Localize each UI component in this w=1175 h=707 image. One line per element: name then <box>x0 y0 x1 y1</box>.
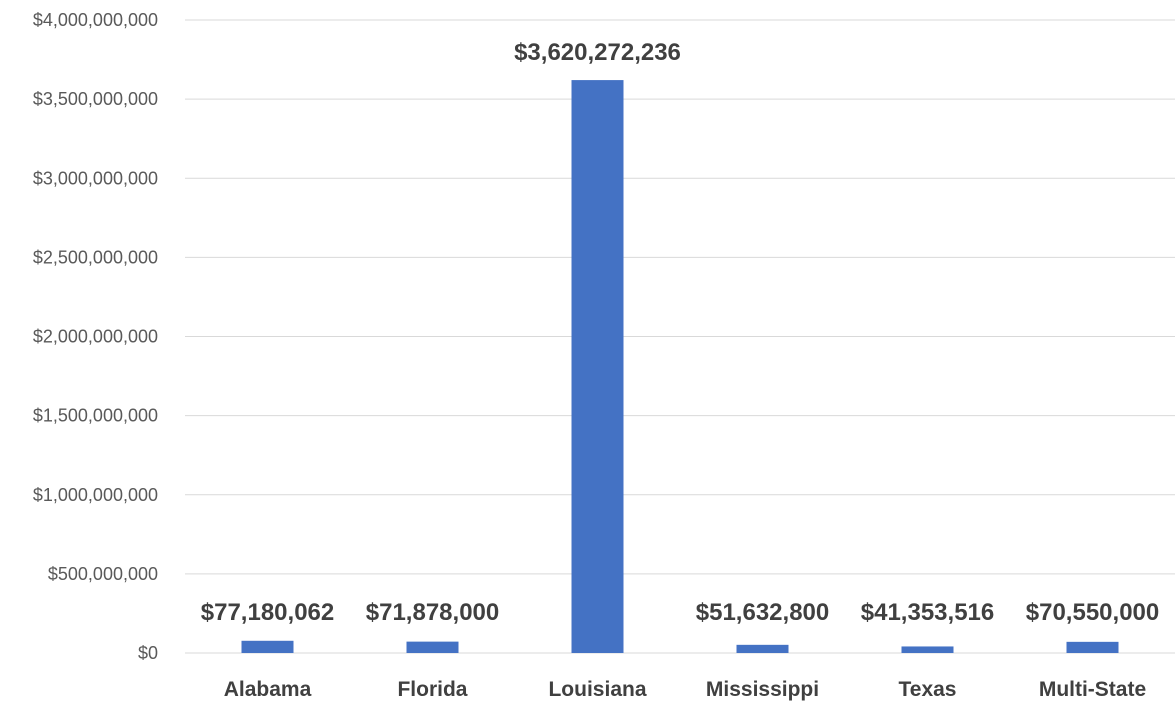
data-label: $77,180,062 <box>201 599 334 626</box>
data-label: $51,632,800 <box>696 599 829 626</box>
data-label: $3,620,272,236 <box>514 39 681 66</box>
bar-mississippi <box>736 644 789 653</box>
data-label: $70,550,000 <box>1026 599 1159 626</box>
x-axis-tick-labels: Alabama Florida Louisiana Mississippi Texas M… <box>224 678 1146 701</box>
x-tick-label: Texas <box>899 678 957 701</box>
x-tick-label: Louisiana <box>548 678 646 701</box>
bar-florida <box>406 641 459 653</box>
y-tick-label: $1,500,000,000 <box>33 406 158 426</box>
y-tick-label: $0 <box>138 643 158 663</box>
bar-alabama <box>241 640 294 653</box>
y-tick-label: $3,500,000,000 <box>33 89 158 109</box>
y-tick-label: $2,500,000,000 <box>33 247 158 267</box>
bar-louisiana <box>571 80 624 653</box>
x-tick-label: Alabama <box>224 678 312 701</box>
y-tick-label: $3,000,000,000 <box>33 168 158 188</box>
bar-texas <box>901 646 954 653</box>
data-labels: $77,180,062 $71,878,000 $3,620,272,236 $51,… <box>201 39 1159 626</box>
bar-multi-state <box>1066 641 1119 653</box>
data-label: $41,353,516 <box>861 599 994 626</box>
y-tick-label: $2,000,000,000 <box>33 327 158 347</box>
data-label: $71,878,000 <box>366 599 499 626</box>
x-tick-label: Multi-State <box>1039 678 1146 701</box>
x-tick-label: Mississippi <box>706 678 819 701</box>
y-tick-label: $500,000,000 <box>48 564 158 584</box>
y-tick-label: $4,000,000,000 <box>33 10 158 30</box>
y-axis-tick-labels: $0 $500,000,000 $1,000,000,000 $1,500,000,0… <box>33 10 158 663</box>
y-tick-label: $1,000,000,000 <box>33 485 158 505</box>
bars <box>241 80 1119 653</box>
gridlines <box>185 19 1175 654</box>
x-tick-label: Florida <box>397 678 467 701</box>
